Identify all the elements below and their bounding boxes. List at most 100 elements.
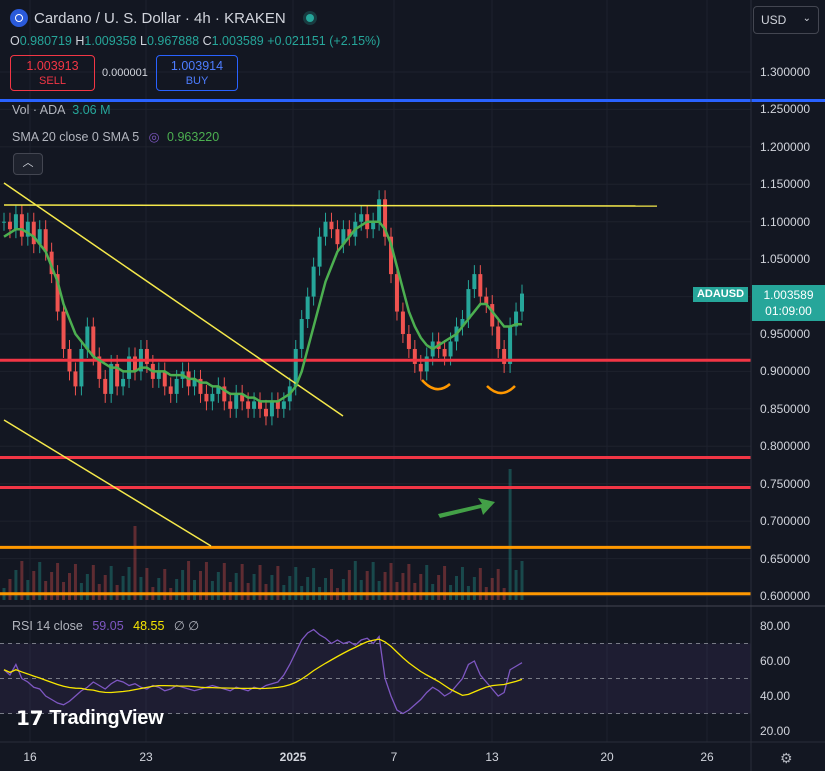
volume-bar: [121, 576, 125, 600]
volume-bar: [193, 580, 197, 600]
volume-bar: [496, 569, 500, 600]
candle-body: [162, 371, 167, 387]
candle-body: [502, 348, 507, 364]
candle-body: [269, 401, 274, 417]
volume-bar: [14, 570, 18, 600]
last-price-badge: 1.003589 01:09:00: [752, 285, 825, 321]
rsi-extra: ∅ ∅: [173, 619, 200, 633]
sell-button[interactable]: 1.003913 SELL: [10, 55, 95, 91]
price-tick: 0.750000: [760, 476, 811, 491]
candle-body: [49, 251, 54, 275]
candle-body: [192, 378, 197, 387]
volume-bar: [276, 566, 280, 600]
price-tick: 0.850000: [760, 401, 811, 416]
volume-bar: [222, 563, 226, 600]
candle-body: [400, 311, 405, 334]
volume-bar: [252, 574, 256, 600]
volume-bar: [395, 582, 399, 600]
volume-bar: [103, 575, 107, 600]
volume-value: 3.06 M: [72, 103, 111, 117]
volume-bar: [472, 577, 476, 600]
candle-body: [144, 348, 149, 364]
candle-body: [55, 274, 60, 312]
volume-bar: [341, 579, 345, 600]
tradingview-logo: 𝟭𝟳 TradingView: [16, 706, 164, 731]
candle-body: [13, 214, 18, 230]
volume-bar: [520, 561, 524, 600]
candle-body: [234, 393, 239, 409]
price-tick: 0.700000: [760, 514, 811, 529]
candle-body: [258, 401, 263, 409]
branding-text: TradingView: [49, 707, 164, 729]
volume-bar: [133, 526, 137, 600]
rsi-label: RSI 14 close: [12, 619, 83, 633]
volume-bar: [73, 564, 77, 600]
volume-bar: [478, 568, 482, 600]
volume-bar: [407, 564, 411, 600]
candle-body: [478, 274, 483, 297]
candle-body: [168, 386, 173, 394]
symbol-title[interactable]: Cardano / U. S. Dollar · 4h · KRAKEN: [34, 9, 286, 27]
volume-bar: [389, 563, 393, 600]
low-value: 0.967888: [146, 34, 200, 48]
price-tick: 0.650000: [760, 551, 811, 566]
sma-legend[interactable]: SMA 20 close 0 SMA 5 ◎ 0.963220: [12, 129, 219, 144]
volume-legend[interactable]: Vol · ADA 3.06 M: [12, 103, 111, 117]
market-open-icon: [305, 14, 314, 22]
rsi-tick: 80.00: [760, 619, 791, 633]
volume-bar: [365, 571, 369, 600]
volume-bar: [85, 574, 89, 600]
candle-body: [43, 229, 48, 252]
currency-select[interactable]: USD ⌄: [753, 6, 819, 34]
candle-body: [174, 378, 179, 394]
settings-gear-icon[interactable]: ⚙: [780, 750, 793, 766]
buy-button[interactable]: 1.003914 BUY: [156, 55, 238, 91]
candle-body: [394, 274, 399, 312]
time-tick: 13: [485, 750, 499, 764]
volume-bar: [109, 566, 113, 600]
candle-body: [514, 311, 519, 327]
candle-body: [132, 356, 137, 372]
candle-body: [341, 229, 346, 245]
time-tick: 16: [23, 750, 37, 764]
volume-bar: [139, 577, 143, 600]
rsi-ma-value: 48.55: [133, 619, 165, 633]
volume-bar: [246, 583, 250, 600]
candle-body: [7, 221, 12, 230]
sma-settings-icon[interactable]: ◎: [148, 130, 160, 144]
rsi-tick: 40.00: [760, 689, 791, 703]
change-value: +0.021151 (+2.15%): [267, 34, 381, 48]
candle-body: [472, 274, 477, 290]
collapse-legend-button[interactable]: ︿: [13, 153, 43, 175]
candle-body: [371, 221, 376, 230]
candle-body: [198, 378, 203, 394]
price-tick: 1.200000: [760, 139, 811, 154]
sma-line: [3, 220, 522, 403]
price-tick: 1.300000: [760, 65, 811, 79]
volume-bar: [216, 572, 220, 600]
chart-header: Cardano / U. S. Dollar · 4h · KRAKEN: [10, 9, 314, 27]
candle-body: [293, 348, 298, 387]
sma-value: 0.963220: [167, 130, 220, 144]
rsi-legend[interactable]: RSI 14 close 59.05 48.55 ∅ ∅: [12, 618, 199, 633]
close-value: 1.003589: [211, 34, 264, 48]
volume-bar: [44, 581, 48, 600]
volume-bar: [490, 578, 494, 600]
candle-body: [109, 363, 114, 394]
price-tick: 0.600000: [760, 589, 811, 603]
volume-bar: [258, 565, 262, 600]
chevron-down-icon: ⌄: [802, 13, 811, 24]
volume-bar: [97, 584, 101, 600]
volume-bars: [2, 469, 524, 600]
volume-bar: [198, 571, 202, 600]
volume-bar: [324, 578, 328, 600]
candle-body: [97, 356, 102, 379]
time-tick: 7: [390, 750, 398, 764]
volume-bar: [353, 561, 357, 600]
bottom-arc: [421, 379, 451, 391]
bar-countdown: 01:09:00: [765, 304, 812, 318]
candle-body: [329, 221, 334, 230]
candle-body: [275, 401, 280, 409]
candle-body: [520, 293, 524, 312]
